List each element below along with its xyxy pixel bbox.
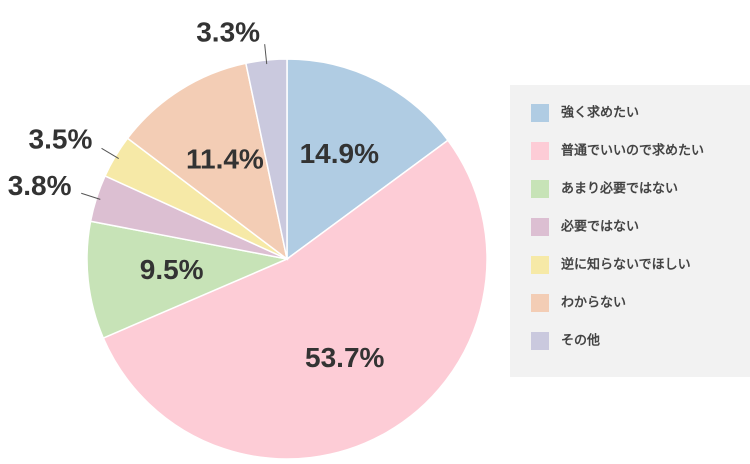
pie-slice [86,220,290,340]
legend-label: その他 [561,333,600,349]
legend-swatch [531,332,549,350]
legend-label: わからない [561,296,626,311]
legend-swatch [531,142,549,160]
legend-label: 必要ではない [560,219,639,235]
legend-box [510,85,750,377]
legend-label: 強く求めたい [561,105,639,121]
legend-swatch [531,256,549,274]
legend-label: あまり必要ではない [561,181,678,197]
pie-slice [102,139,488,460]
value-label: 53.7% [305,342,384,373]
value-label: 14.9% [300,138,379,169]
legend-swatch [531,218,549,236]
leader-line [81,192,101,200]
legend-label: 逆に知らないでほしい [561,257,691,273]
pie-slice [286,58,450,261]
legend-label: 普通でいいので求めたい [561,143,704,159]
legend-swatch [531,104,549,122]
value-label: 3.3% [196,17,260,48]
legend-swatch [531,180,549,198]
value-label: 3.8% [8,170,72,201]
leader-line [101,147,119,159]
legend-swatch [531,294,549,312]
value-label: 9.5% [140,254,204,285]
value-label: 11.4% [186,143,264,174]
value-label: 3.5% [29,124,93,155]
pie-slice [126,62,289,261]
leader-line [264,44,268,65]
